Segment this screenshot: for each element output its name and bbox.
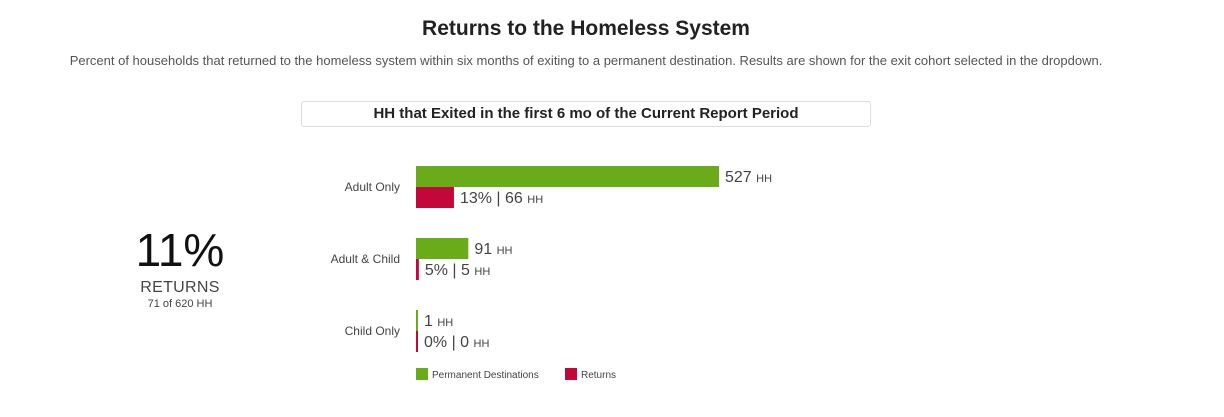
value-label-returns-child-only: 0% | 0 HH xyxy=(424,334,489,351)
page-title: Returns to the Homeless System xyxy=(422,17,750,40)
legend-swatch-returns xyxy=(565,368,577,380)
value-label-permanent-adult-only: 527 HH xyxy=(725,169,772,186)
bar-returns-child-only xyxy=(416,331,418,352)
returns-percent: 11% xyxy=(135,224,225,276)
bar-returns-adult-only xyxy=(416,187,454,208)
returns-label: RETURNS xyxy=(140,279,220,296)
category-label-adult-and-child: Adult & Child xyxy=(331,252,400,266)
bar-permanent-adult-only xyxy=(416,166,719,187)
legend-swatch-permanent xyxy=(416,368,428,380)
bar-returns-adult-and-child xyxy=(416,259,419,280)
bar-permanent-child-only xyxy=(416,310,418,331)
category-label-adult-only: Adult Only xyxy=(345,180,400,194)
returns-detail: 71 of 620 HH xyxy=(147,298,213,310)
page-subtitle: Percent of households that returned to t… xyxy=(69,53,1103,68)
bar-permanent-adult-and-child xyxy=(416,238,469,259)
legend-label-returns: Returns xyxy=(581,370,616,381)
legend-label-permanent: Permanent Destinations xyxy=(432,370,539,381)
value-label-returns-adult-and-child: 5% | 5 HH xyxy=(425,262,490,279)
value-label-permanent-child-only: 1 HH xyxy=(424,313,453,330)
value-label-permanent-adult-and-child: 91 HH xyxy=(474,241,512,258)
value-label-returns-adult-only: 13% | 66 HH xyxy=(460,190,543,207)
cohort-dropdown[interactable]: HH that Exited in the first 6 mo of the … xyxy=(301,101,871,127)
category-label-child-only: Child Only xyxy=(345,324,400,338)
